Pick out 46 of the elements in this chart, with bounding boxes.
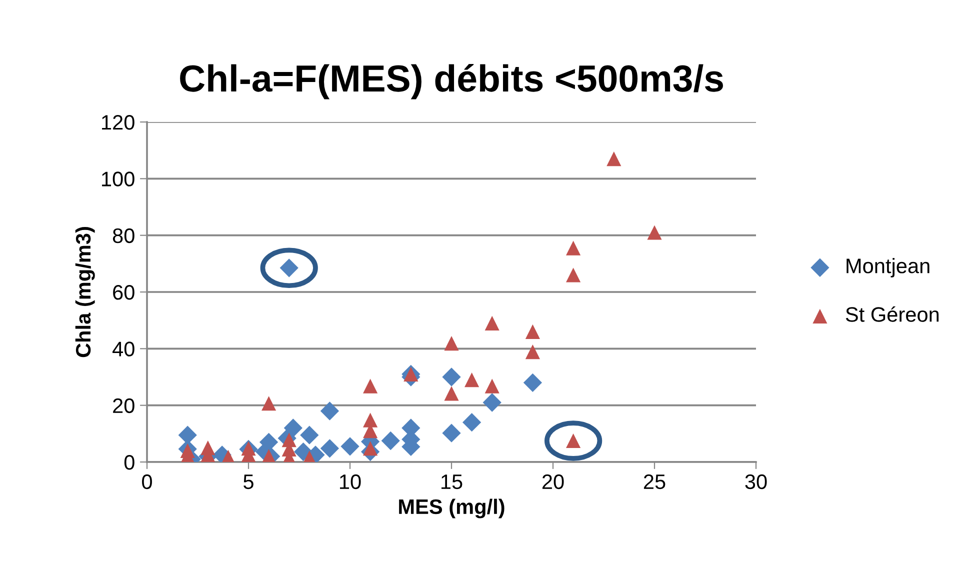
point: [484, 378, 500, 394]
point: [647, 225, 662, 240]
x-tick-label: 25: [644, 474, 666, 490]
point: [462, 413, 482, 432]
point: [566, 240, 581, 256]
x-tick-label: 15: [442, 474, 462, 490]
point: [340, 437, 360, 456]
y-tick-label: 0: [124, 455, 134, 470]
point: [464, 372, 480, 388]
y-tick-label: 60: [113, 285, 134, 300]
point: [606, 152, 622, 166]
point: [262, 449, 276, 462]
point: [482, 393, 502, 412]
point: [525, 324, 540, 339]
point: [444, 386, 459, 401]
x-tick-label: 10: [340, 474, 361, 490]
point: [566, 268, 581, 282]
point: [523, 373, 542, 392]
x-axis-title: MES (mg/l): [399, 498, 504, 518]
point: [363, 378, 378, 394]
point: [300, 426, 319, 444]
point: [320, 439, 340, 458]
y-tick-label: 100: [102, 172, 134, 186]
y-tick-label: 40: [112, 342, 134, 356]
y-tick-label: 120: [102, 115, 134, 130]
point: [484, 316, 500, 330]
point: [262, 396, 276, 411]
point: [363, 412, 378, 428]
legend-label: St Géreon: [846, 306, 939, 322]
point: [525, 344, 540, 360]
y-axis-title: Chla (mg/m3): [75, 227, 95, 358]
point: [320, 402, 340, 420]
point: [284, 418, 302, 438]
legend-label: Montjean: [846, 258, 930, 278]
point: [381, 431, 400, 450]
point: [444, 336, 459, 351]
point: [442, 368, 461, 386]
x-tick-label: 5: [244, 474, 254, 490]
y-tick-label: 20: [113, 398, 134, 414]
x-tick-label: 30: [745, 474, 767, 490]
chart-title: Chl-a=F(MES) débits <500m3/s: [180, 64, 723, 100]
point: [363, 441, 378, 456]
point: [442, 424, 461, 442]
x-tick-label: 0: [142, 474, 152, 490]
x-tick-label: 20: [542, 474, 564, 490]
y-tick-label: 80: [112, 228, 134, 244]
